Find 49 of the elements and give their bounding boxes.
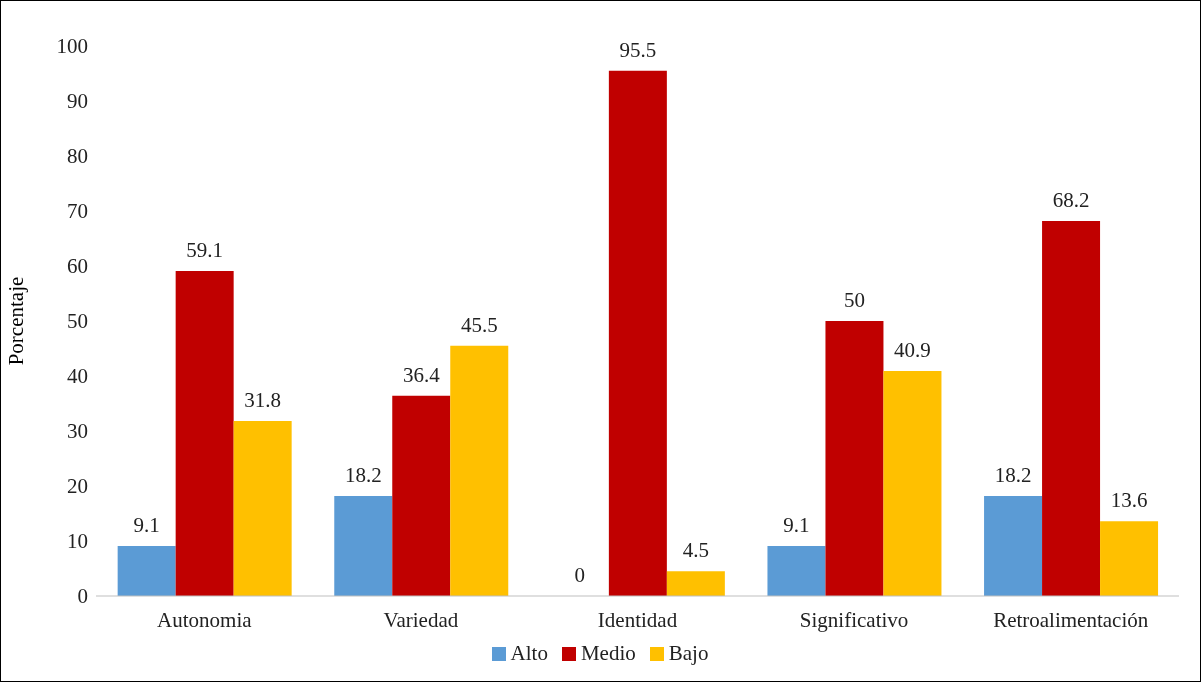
data-label: 59.1 [186, 237, 224, 262]
y-tick-label: 70 [67, 199, 88, 224]
bar [175, 270, 234, 596]
bar [825, 321, 884, 596]
data-label: 40.9 [894, 338, 931, 363]
y-tick-label: 50 [67, 309, 88, 334]
y-axis-title: Porcentaje [4, 276, 29, 366]
bar [233, 421, 292, 596]
data-label: 36.4 [402, 362, 441, 387]
legend-label: Alto [509, 641, 548, 666]
y-tick-label: 10 [67, 529, 88, 554]
bar [984, 495, 1043, 596]
bar [767, 545, 826, 596]
bar [334, 495, 393, 596]
x-tick-label: Autonomia [157, 607, 253, 632]
y-tick-label: 40 [67, 364, 88, 389]
y-tick-label: 20 [67, 474, 88, 499]
data-label: 4.5 [682, 538, 709, 563]
x-tick-label: Identidad [597, 607, 678, 632]
bar [666, 571, 725, 596]
y-tick-label: 30 [67, 419, 88, 444]
data-label: 68.2 [1052, 187, 1090, 212]
y-tick-label: 60 [67, 254, 88, 279]
bar [1100, 521, 1159, 596]
bar [117, 545, 176, 596]
data-label: 18.2 [344, 462, 382, 487]
bar [883, 371, 942, 596]
data-label: 13.6 [1110, 488, 1148, 513]
data-label: 50 [843, 288, 865, 312]
data-label: 31.8 [244, 388, 282, 413]
data-label: 45.5 [460, 312, 498, 337]
data-label: 9.1 [783, 512, 810, 537]
data-label: 0 [574, 562, 586, 587]
legend-label: Bajo [667, 641, 709, 666]
y-tick-label: 0 [77, 584, 88, 609]
y-tick-label: 80 [67, 144, 88, 169]
y-tick-label: 100 [56, 34, 88, 59]
y-tick-label: 90 [67, 89, 88, 114]
data-label: 95.5 [619, 37, 657, 62]
bar [1042, 220, 1101, 596]
data-label: 9.1 [133, 512, 160, 537]
bar [392, 395, 451, 596]
x-tick-label: Significativo [799, 607, 909, 632]
bar [608, 70, 667, 596]
data-label: 18.2 [994, 462, 1032, 487]
x-tick-label: Variedad [383, 607, 459, 632]
legend-label: Medio [579, 641, 636, 666]
bar [450, 345, 509, 596]
x-tick-label: Retroalimentación [993, 607, 1149, 632]
